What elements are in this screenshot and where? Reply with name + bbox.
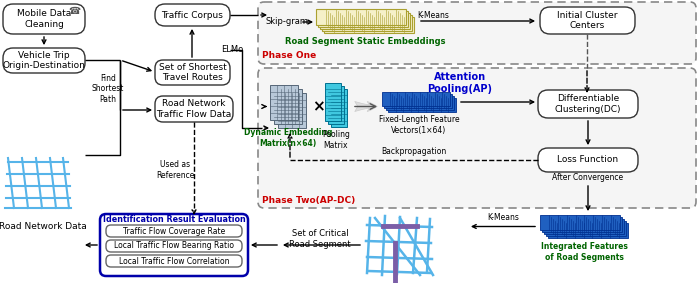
Text: Initial Cluster
Centers: Initial Cluster Centers (557, 11, 617, 30)
Text: Traffic Flow Coverage Rate: Traffic Flow Coverage Rate (123, 226, 225, 235)
Text: Find
Shortest
Path: Find Shortest Path (92, 74, 124, 104)
Bar (388, 98, 456, 112)
Bar (320, 13, 410, 29)
Bar (384, 94, 452, 108)
Text: Local Traffic Flow Correlation: Local Traffic Flow Correlation (119, 256, 230, 265)
Bar (328, 86, 344, 124)
Bar (270, 85, 298, 120)
Text: ×: × (312, 99, 324, 114)
Text: Set of Shortest
Travel Routes: Set of Shortest Travel Routes (159, 63, 226, 82)
FancyBboxPatch shape (538, 148, 638, 172)
Bar (386, 96, 454, 110)
Text: Local Traffic Flow Bearing Ratio: Local Traffic Flow Bearing Ratio (114, 241, 234, 250)
Text: Fixed-Length Feature
Vectors(1×64): Fixed-Length Feature Vectors(1×64) (379, 115, 459, 135)
Text: Road Network Data: Road Network Data (0, 222, 87, 231)
Text: Phase One: Phase One (262, 50, 316, 59)
Text: Attention
Pooling(AP): Attention Pooling(AP) (428, 72, 493, 94)
Text: ☎: ☎ (68, 6, 80, 16)
Bar (540, 215, 620, 230)
FancyBboxPatch shape (155, 60, 230, 85)
FancyBboxPatch shape (540, 7, 635, 34)
Bar (325, 83, 341, 121)
Bar (274, 89, 302, 124)
Bar (546, 221, 626, 236)
Text: Pooling
Matrix: Pooling Matrix (322, 130, 350, 150)
Text: Vehicle Trip
Origin-Destination: Vehicle Trip Origin-Destination (3, 51, 85, 70)
Text: Road Segment Static Embeddings: Road Segment Static Embeddings (285, 38, 445, 46)
Text: Phase Two(AP-DC): Phase Two(AP-DC) (262, 196, 355, 205)
Bar (322, 15, 412, 31)
Text: After Convergence: After Convergence (552, 173, 624, 183)
Bar (331, 89, 347, 127)
Text: Mobile Data
Cleaning: Mobile Data Cleaning (17, 9, 71, 29)
Bar (318, 11, 408, 27)
FancyBboxPatch shape (3, 48, 85, 73)
FancyBboxPatch shape (538, 90, 638, 118)
Bar (544, 219, 624, 234)
Bar (542, 217, 622, 232)
FancyBboxPatch shape (100, 214, 248, 276)
Text: Used as
Reference: Used as Reference (156, 160, 194, 180)
Bar (548, 223, 628, 238)
FancyBboxPatch shape (258, 68, 696, 208)
Bar (382, 92, 450, 106)
Text: Loss Function: Loss Function (557, 155, 619, 164)
FancyBboxPatch shape (258, 2, 696, 64)
Text: Dynamic Embedding
Matrix(n×64): Dynamic Embedding Matrix(n×64) (244, 128, 332, 148)
Text: K-Means: K-Means (417, 10, 449, 20)
Text: Identification Result Evaluation: Identification Result Evaluation (103, 215, 246, 224)
Text: Differentiable
Clustering(DC): Differentiable Clustering(DC) (554, 94, 622, 114)
Text: Traffic Corpus: Traffic Corpus (162, 10, 223, 20)
Text: Set of Critical
Road Segment: Set of Critical Road Segment (289, 229, 351, 249)
Bar (324, 17, 414, 33)
Bar (316, 9, 406, 25)
FancyBboxPatch shape (3, 4, 85, 34)
FancyBboxPatch shape (106, 225, 242, 237)
FancyBboxPatch shape (106, 240, 242, 252)
Text: K-Means: K-Means (487, 213, 519, 222)
FancyBboxPatch shape (155, 4, 230, 26)
FancyBboxPatch shape (106, 255, 242, 267)
Bar (278, 93, 306, 128)
Text: Integrated Features
of Road Segments: Integrated Features of Road Segments (540, 242, 627, 262)
FancyBboxPatch shape (155, 96, 233, 122)
Text: Skip-gram: Skip-gram (266, 18, 309, 27)
Text: Road Network
Traffic Flow Data: Road Network Traffic Flow Data (156, 99, 232, 119)
Text: Backpropagation: Backpropagation (382, 147, 447, 156)
Text: ELMo: ELMo (221, 46, 243, 55)
